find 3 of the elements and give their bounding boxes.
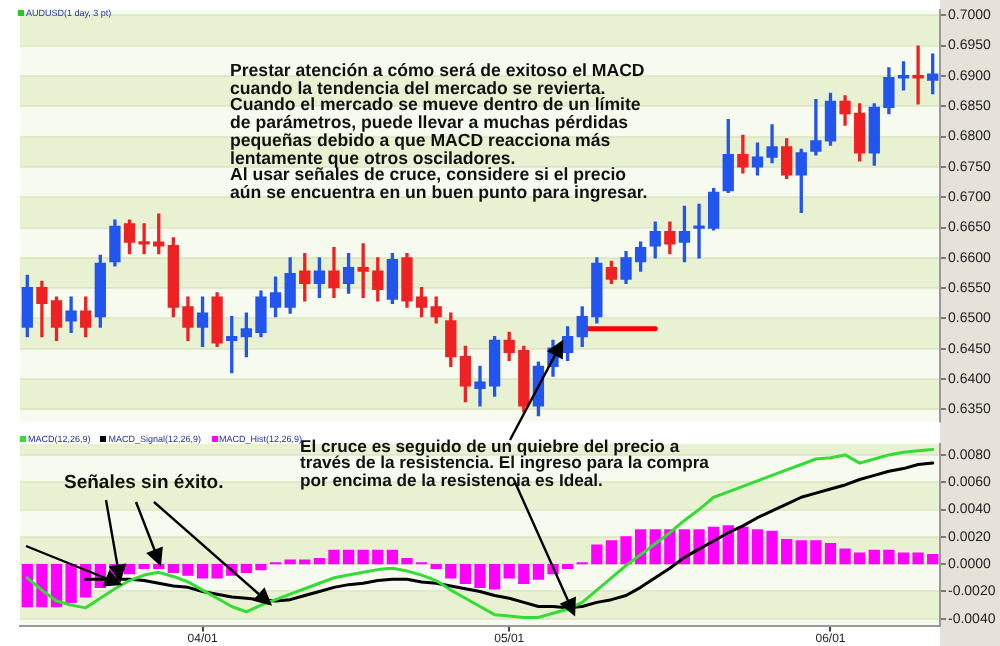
annotation: Señales sin éxito.: [64, 472, 224, 494]
annotation: Prestar atención a cómo será de exitoso el MACD cuando la tendencia del mercado se revierta. Cuando el mercado se mueve dentro de un límite de parámetros, puede llevar a muchas pérdidas pequeñas debido a que MACD reacciona más lentamente que otros osciladores. Al usar señales de cruce, considere si el precio aún se encuentra en un buen punto para ingresar.: [230, 60, 648, 202]
annotation: El cruce es seguido de un quiebre del precio a través de la resistencia. El ingreso para la compra por encima de la resistencia es Ideal.: [300, 436, 709, 490]
